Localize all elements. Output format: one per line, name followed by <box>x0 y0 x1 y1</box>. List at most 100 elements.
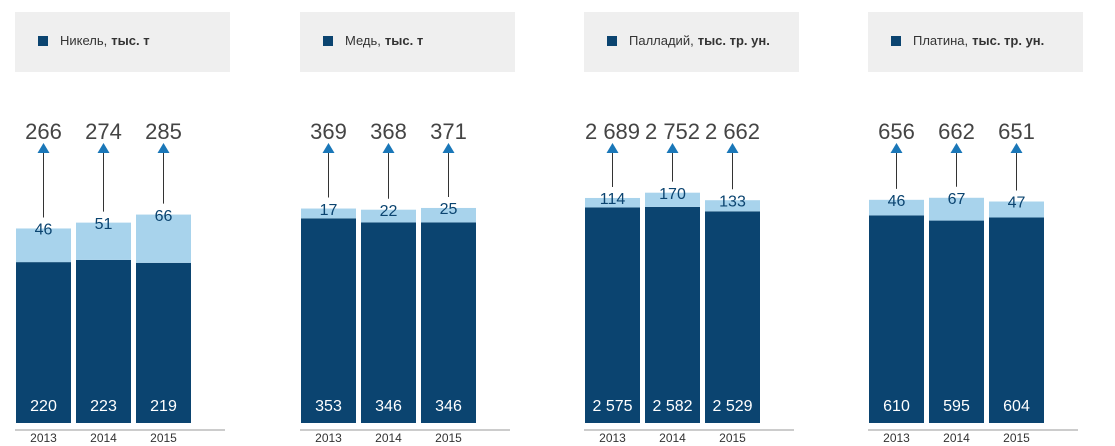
bar-segment <box>869 199 924 216</box>
bar-segment <box>361 209 416 223</box>
bar-segment <box>136 214 191 263</box>
total-label: 285 <box>145 119 182 144</box>
legend-box <box>15 12 230 72</box>
value-label: 114 <box>600 191 626 208</box>
legend-box <box>300 12 515 72</box>
bar-segment <box>989 217 1044 423</box>
x-tick-label: 2014 <box>375 431 402 445</box>
x-tick-label: 2015 <box>1003 431 1030 445</box>
bar-segment <box>421 222 476 423</box>
total-label: 2 752 <box>645 119 700 144</box>
x-tick-label: 2015 <box>150 431 177 445</box>
title-name: Медь, <box>345 33 381 48</box>
value-label: 67 <box>948 191 966 208</box>
title-name: Палладий, <box>629 33 694 48</box>
bar-segment <box>76 222 131 260</box>
chart-title: Медь, тыс. т <box>345 33 423 48</box>
legend-swatch <box>607 36 617 46</box>
total-arrow-head <box>1010 143 1023 153</box>
title-name: Платина, <box>913 33 968 48</box>
value-label: 47 <box>1008 195 1026 212</box>
legend-box <box>868 12 1083 72</box>
x-tick-label: 2013 <box>599 431 626 445</box>
value-label: 17 <box>320 202 338 219</box>
bar-segment <box>136 262 191 423</box>
total-label: 368 <box>370 119 407 144</box>
chart-title: Платина, тыс. тр. ун. <box>913 33 1044 48</box>
bar-segment <box>869 215 924 423</box>
total-label: 369 <box>310 119 347 144</box>
x-tick-label: 2014 <box>659 431 686 445</box>
bar-segment <box>585 197 640 208</box>
bar-segment <box>645 192 700 207</box>
legend-box <box>584 12 799 72</box>
total-label: 266 <box>25 119 62 144</box>
total-label: 651 <box>998 119 1035 144</box>
value-label: 51 <box>95 216 113 233</box>
bar-segment <box>361 222 416 423</box>
bar-segment <box>989 201 1044 218</box>
chart: Никель, тыс. т 2013 220 46 266 2014 223 51 274 201… <box>15 12 230 445</box>
value-label: 353 <box>315 398 342 415</box>
total-label: 2 662 <box>705 119 760 144</box>
value-label: 2 529 <box>712 398 752 415</box>
total-arrow-head <box>37 143 50 153</box>
legend-swatch <box>323 36 333 46</box>
value-label: 346 <box>375 398 402 415</box>
total-arrow-head <box>97 143 110 153</box>
value-label: 223 <box>90 398 117 415</box>
x-tick-label: 2015 <box>435 431 462 445</box>
value-label: 170 <box>659 186 686 203</box>
total-arrow-head <box>382 143 395 153</box>
bar-segment <box>76 259 131 423</box>
title-unit: тыс. т <box>385 33 423 48</box>
bar-segment <box>645 206 700 423</box>
x-tick-label: 2014 <box>943 431 970 445</box>
bar-segment <box>929 197 984 221</box>
bar-segment <box>585 207 640 423</box>
legend-swatch <box>38 36 48 46</box>
chart: Палладий, тыс. тр. ун. 2013 2 575 114 2 689 20… <box>584 12 799 445</box>
value-label: 220 <box>30 398 57 415</box>
value-label: 604 <box>1003 398 1030 415</box>
chart: Медь, тыс. т 2013 353 17 369 2014 346 22 368 2015 3… <box>300 12 515 445</box>
total-label: 656 <box>878 119 915 144</box>
total-arrow-head <box>322 143 335 153</box>
bar-segment <box>301 218 356 423</box>
value-label: 2 575 <box>592 398 632 415</box>
bar-segment <box>929 220 984 423</box>
total-arrow-head <box>606 143 619 153</box>
total-arrow-head <box>950 143 963 153</box>
value-label: 46 <box>35 222 53 239</box>
total-label: 371 <box>430 119 467 144</box>
bar-segment <box>16 262 71 423</box>
chart: Платина, тыс. тр. ун. 2013 610 46 656 2014 595 6… <box>868 12 1083 445</box>
total-arrow-head <box>726 143 739 153</box>
value-label: 595 <box>943 398 970 415</box>
chart-title: Никель, тыс. т <box>60 33 150 48</box>
total-arrow-head <box>666 143 679 153</box>
bar-segment <box>301 208 356 219</box>
x-tick-label: 2015 <box>719 431 746 445</box>
bar-segment <box>421 207 476 223</box>
bar-segment <box>705 200 760 212</box>
x-tick-label: 2013 <box>883 431 910 445</box>
value-label: 46 <box>888 193 906 210</box>
title-unit: тыс. тр. ун. <box>972 33 1044 48</box>
total-label: 662 <box>938 119 975 144</box>
total-arrow-head <box>157 143 170 153</box>
title-name: Никель, <box>60 33 107 48</box>
value-label: 2 582 <box>652 398 692 415</box>
total-arrow-head <box>442 143 455 153</box>
chart-title: Палладий, тыс. тр. ун. <box>629 33 770 48</box>
value-label: 219 <box>150 398 177 415</box>
value-label: 66 <box>155 208 173 225</box>
total-arrow-head <box>890 143 903 153</box>
x-tick-label: 2013 <box>315 431 342 445</box>
total-label: 2 689 <box>585 119 640 144</box>
x-tick-label: 2014 <box>90 431 117 445</box>
value-label: 133 <box>719 193 746 210</box>
value-label: 610 <box>883 398 910 415</box>
